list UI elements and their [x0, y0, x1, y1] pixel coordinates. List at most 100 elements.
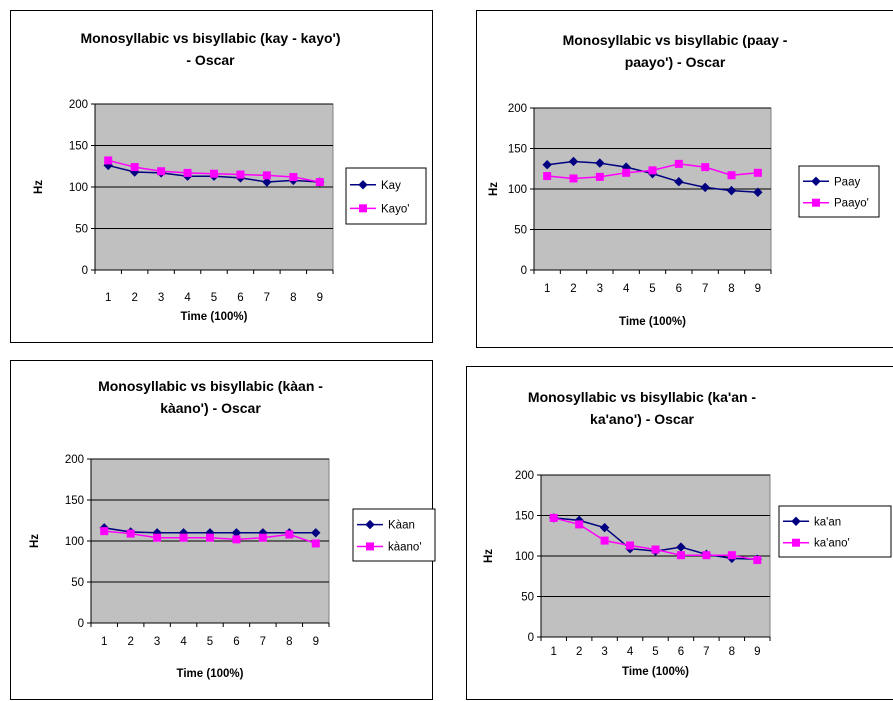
chart-svg-kaan: Monosyllabic vs bisyllabic (kàan - kàano'… — [29, 378, 436, 680]
data-point — [648, 166, 657, 175]
y-tick-label: 150 — [65, 495, 84, 507]
x-tick-label: 5 — [649, 283, 655, 295]
x-tick-label: 7 — [703, 646, 709, 658]
legend-box — [778, 505, 892, 558]
chart-title-line: Monosyllabic vs bisyllabic (kàan - — [98, 378, 323, 394]
data-point — [153, 533, 162, 542]
data-point — [595, 172, 604, 181]
legend-box — [798, 165, 880, 218]
legend-marker — [811, 176, 821, 187]
data-point — [100, 527, 109, 536]
x-tick-label: 3 — [597, 283, 603, 295]
x-axis-title: Time (100%) — [622, 666, 689, 678]
y-tick-label: 100 — [69, 182, 88, 194]
legend-label: Kay — [381, 180, 401, 192]
data-point — [130, 163, 139, 172]
data-point — [727, 171, 736, 180]
data-point — [542, 159, 552, 170]
data-point — [700, 182, 710, 193]
chart-title-line: Monosyllabic vs bisyllabic (kay - kayo') — [80, 30, 340, 46]
data-point — [727, 551, 736, 560]
legend-label: Paayo' — [834, 198, 869, 210]
y-tick-label: 50 — [514, 225, 527, 237]
x-tick-label: 8 — [290, 292, 296, 304]
data-point — [232, 535, 241, 544]
chart-svg-kaan-glottal: Monosyllabic vs bisyllabic (ka'an - ka'an… — [483, 389, 892, 678]
data-point — [726, 185, 737, 196]
y-axis-title: Hz — [33, 180, 45, 194]
legend-label: Kàan — [388, 520, 415, 532]
x-tick-label: 1 — [544, 283, 550, 295]
x-tick-label: 6 — [676, 283, 682, 295]
legend-marker — [359, 204, 367, 213]
legend-label: ka'ano' — [814, 538, 850, 550]
x-tick-label: 1 — [101, 636, 107, 648]
data-point — [595, 158, 605, 168]
x-axis-title: Time (100%) — [181, 311, 248, 323]
x-tick-label: 3 — [154, 636, 160, 648]
data-point — [183, 168, 192, 177]
x-tick-label: 4 — [623, 283, 630, 295]
legend-box — [345, 167, 427, 225]
data-point — [285, 530, 294, 539]
x-tick-label: 2 — [570, 283, 576, 295]
legend-box — [352, 508, 436, 562]
data-point — [753, 168, 762, 177]
legend-marker — [812, 198, 820, 207]
data-point — [311, 539, 320, 548]
x-tick-label: 8 — [729, 646, 735, 658]
data-point — [206, 533, 214, 542]
chart-panel-kaan: Monosyllabic vs bisyllabic (kàan - kàano'… — [10, 360, 436, 700]
chart-title-line: paayo') - Oscar — [625, 54, 726, 70]
legend-marker — [358, 180, 368, 190]
y-tick-label: 100 — [508, 184, 527, 196]
data-point — [157, 167, 166, 176]
data-point — [753, 187, 763, 197]
x-tick-label: 6 — [233, 636, 239, 648]
y-tick-label: 50 — [71, 577, 84, 589]
chart-title-line: - Oscar — [186, 52, 235, 68]
y-axis-title: Hz — [488, 182, 500, 196]
x-tick-label: 7 — [702, 283, 708, 295]
data-point — [676, 551, 685, 560]
legend-label: ka'an — [814, 516, 841, 528]
x-tick-label: 7 — [264, 292, 270, 304]
x-tick-label: 2 — [576, 646, 582, 658]
data-point — [126, 529, 135, 538]
legend-label: Kayo' — [381, 203, 409, 215]
chart-title-line: kàano') - Oscar — [160, 400, 261, 416]
legend-marker — [792, 538, 800, 547]
data-point — [543, 172, 552, 181]
y-tick-label: 150 — [515, 511, 534, 523]
data-point — [753, 556, 762, 565]
y-tick-label: 100 — [515, 551, 534, 563]
x-tick-label: 2 — [131, 292, 137, 304]
data-point — [702, 551, 711, 560]
y-axis-title: Hz — [483, 549, 495, 563]
data-point — [622, 168, 631, 177]
x-tick-label: 9 — [755, 283, 761, 295]
x-tick-label: 4 — [627, 646, 634, 658]
chart-panel-kay: Monosyllabic vs bisyllabic (kay - kayo')… — [10, 10, 433, 343]
data-point — [600, 536, 609, 545]
x-tick-label: 3 — [601, 646, 607, 658]
data-point — [569, 174, 578, 183]
y-tick-label: 50 — [521, 592, 534, 604]
x-tick-label: 7 — [260, 636, 266, 648]
chart-title-line: Monosyllabic vs bisyllabic (paay - — [563, 32, 788, 48]
y-tick-label: 0 — [78, 618, 84, 630]
chart-svg-kay: Monosyllabic vs bisyllabic (kay - kayo')… — [33, 30, 427, 323]
data-point — [651, 545, 660, 554]
y-tick-label: 100 — [65, 536, 84, 548]
x-tick-label: 2 — [127, 636, 133, 648]
data-point — [599, 522, 610, 533]
data-point — [676, 542, 686, 552]
chart-panel-kaan-glottal: Monosyllabic vs bisyllabic (ka'an - ka'an… — [466, 366, 893, 700]
x-axis-title: Time (100%) — [177, 668, 244, 680]
chart-panel-paay: Monosyllabic vs bisyllabic (paay - paayo'… — [476, 10, 893, 348]
x-tick-label: 4 — [180, 636, 187, 648]
legend-marker — [365, 519, 375, 530]
legend-label: Paay — [834, 176, 860, 188]
data-point — [674, 159, 683, 168]
data-point — [289, 173, 298, 182]
